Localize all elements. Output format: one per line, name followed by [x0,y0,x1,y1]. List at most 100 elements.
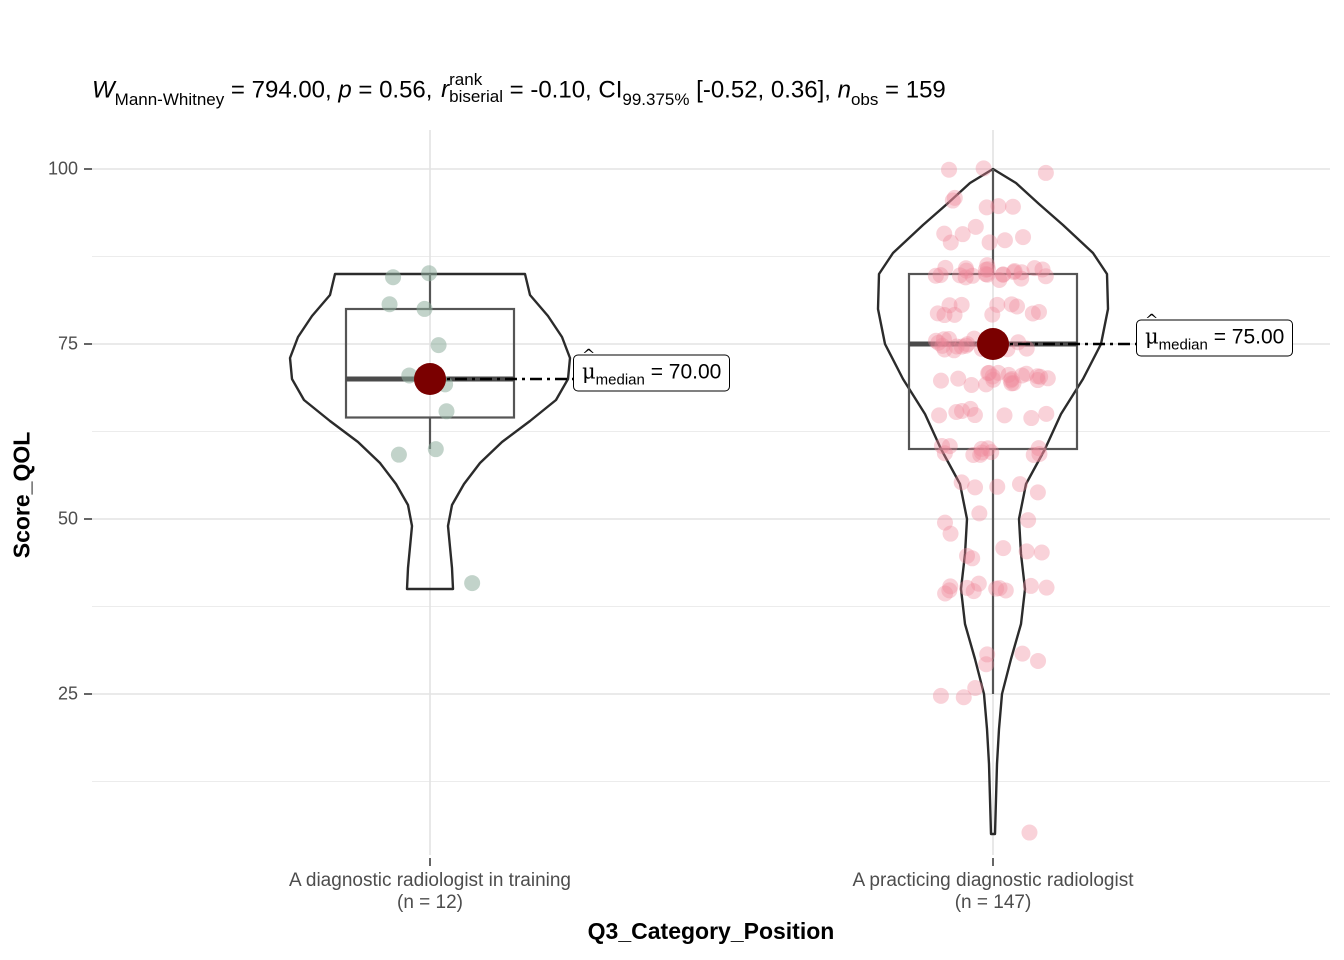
data-point [942,234,959,251]
data-point [1033,544,1050,561]
data-point [1029,484,1046,501]
data-point [937,585,954,602]
data-point [936,225,953,242]
data-point [381,296,398,313]
data-point [989,478,1006,495]
data-point [975,160,992,177]
data-point [979,646,996,663]
x-tick-label-group-2: A practicing diagnostic radiologist (n =… [853,870,1134,914]
data-point [1031,445,1048,462]
data-point [946,306,963,323]
data-point [1029,372,1046,389]
data-point [989,296,1006,313]
violin-outline [288,272,572,591]
p-symbol: p [338,76,352,104]
violin-outline [876,167,1110,836]
data-point [1000,366,1017,383]
y-tick-label: 75 [57,333,78,354]
data-point [1013,264,1030,281]
data-point [932,267,949,284]
data-point [1023,410,1040,427]
data-point [967,479,984,496]
r-symbol: r [441,76,450,104]
y-axis-label: Score_QOL [8,431,35,559]
data-point [996,407,1013,424]
data-point [1029,368,1046,385]
data-point [1022,577,1039,594]
data-point [959,336,976,353]
data-point [936,514,953,531]
data-point [957,269,974,286]
data-point [957,260,974,277]
chart-subtitle: WMann-Whitney = 794.00, p = 0.56, r rank b… [92,71,946,110]
data-point [1030,652,1047,669]
data-point [416,300,433,317]
data-point [991,580,1008,597]
data-point [1002,372,1019,389]
data-point [421,265,438,282]
data-point [1006,263,1023,280]
median-point [414,363,446,395]
data-point [959,547,976,564]
w-subscript: Mann-Whitney [114,90,225,110]
x-axis-label: Q3_Category_Position [587,918,835,944]
x-tick-group-name: A diagnostic radiologist in training [288,870,572,891]
r-value: = -0.10, CI [502,76,623,104]
data-point [933,372,950,389]
data-point [985,371,1002,388]
data-point [1004,198,1021,215]
data-point [930,334,947,351]
n-value: = 159 [878,76,946,104]
median-label-group-2: μmedian = 75.00 [1136,311,1294,357]
data-point [941,438,958,455]
data-point [973,444,990,461]
data-point [935,331,952,348]
n-symbol: n [837,76,851,104]
data-point [990,364,1007,381]
data-point [1021,824,1038,841]
data-point [979,266,996,283]
data-point [980,365,997,382]
data-point [1037,268,1054,285]
data-point [950,370,967,387]
data-point [1015,229,1032,246]
data-point [934,437,951,454]
data-point [941,297,958,314]
data-point [979,257,996,274]
data-point [936,341,953,358]
data-point [1025,446,1042,463]
data-point [965,446,982,463]
data-point [1026,260,1043,277]
data-point [964,550,981,567]
data-point [1009,298,1026,315]
data-point [937,259,954,276]
data-point [995,266,1012,283]
data-point [936,445,953,462]
data-point [1005,375,1022,392]
data-point [981,364,998,381]
data-point [1024,305,1041,322]
data-point [979,261,996,278]
data-point [995,540,1012,557]
data-point [942,578,959,595]
data-point [385,269,402,286]
data-point [929,305,946,322]
data-point [936,307,953,324]
data-point [1013,270,1030,287]
y-tick-label: 100 [47,158,78,179]
data-point [430,337,447,354]
data-point [1032,368,1049,385]
data-point [981,234,998,251]
box-rect [907,272,1079,451]
data-point [958,262,975,279]
data-point [438,403,455,420]
data-point [1018,543,1035,560]
w-symbol: W [92,76,115,104]
data-point [1038,579,1055,596]
data-point [964,267,981,284]
data-point [953,338,970,355]
data-point [954,402,971,419]
data-point [1030,440,1047,457]
data-point [944,192,961,209]
